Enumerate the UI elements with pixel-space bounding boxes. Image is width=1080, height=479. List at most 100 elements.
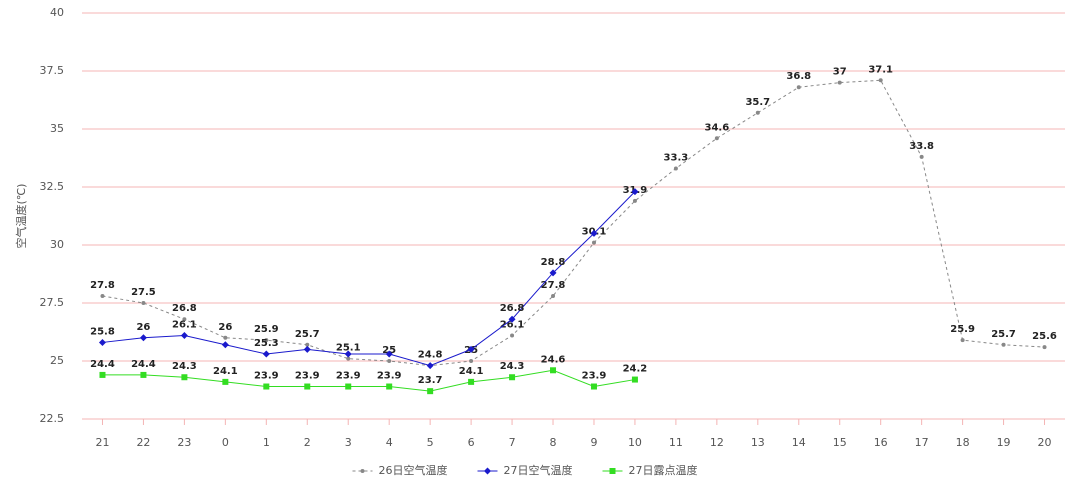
data-label: 28.8 <box>541 257 566 268</box>
data-label: 24.2 <box>623 364 648 375</box>
data-label: 37.1 <box>868 64 893 75</box>
point <box>426 362 434 370</box>
point <box>303 345 311 353</box>
point <box>714 136 719 141</box>
data-label: 24.3 <box>500 361 525 372</box>
point <box>221 341 229 349</box>
data-label: 24.1 <box>213 366 238 377</box>
point <box>427 388 434 395</box>
point <box>591 240 596 245</box>
point <box>180 331 188 339</box>
data-label: 25.7 <box>295 329 320 340</box>
data-label: 25.9 <box>254 324 279 335</box>
point <box>631 376 638 383</box>
y-tick-label: 35 <box>50 122 64 135</box>
data-label: 27.8 <box>90 280 115 291</box>
legend-marker <box>360 469 365 473</box>
data-label: 26.1 <box>500 319 525 330</box>
legend-label: 26日空气温度 <box>379 463 448 477</box>
data-label: 37 <box>833 67 847 78</box>
x-tick-label: 10 <box>628 436 642 449</box>
data-label: 27.8 <box>541 280 566 291</box>
data-label: 25.1 <box>336 343 361 354</box>
y-tick-label: 30 <box>50 238 64 251</box>
point <box>510 333 515 338</box>
point <box>304 383 311 390</box>
x-tick-label: 19 <box>997 436 1011 449</box>
point <box>263 383 270 390</box>
x-tick-label: 23 <box>177 436 191 449</box>
data-label: 23.9 <box>295 371 320 382</box>
y-tick-label: 25 <box>50 354 64 367</box>
data-label: 26 <box>218 322 232 333</box>
data-label: 24.4 <box>131 359 156 370</box>
x-tick-label: 15 <box>833 436 847 449</box>
y-tick-label: 22.5 <box>40 412 65 425</box>
y-tick-label: 37.5 <box>40 64 65 77</box>
data-label: 25 <box>382 345 396 356</box>
point <box>141 301 146 305</box>
x-tick-label: 6 <box>468 436 475 449</box>
x-tick-label: 16 <box>874 436 888 449</box>
data-label: 26.1 <box>172 319 197 330</box>
y-tick-label: 27.5 <box>40 296 65 309</box>
series-line <box>102 191 636 367</box>
data-label: 24.4 <box>90 359 115 370</box>
y-tick-label: 32.5 <box>40 180 65 193</box>
y-tick-label: 40 <box>50 6 64 19</box>
point <box>468 378 475 385</box>
data-label: 25.9 <box>950 324 975 335</box>
data-label: 23.9 <box>377 371 402 382</box>
data-label: 26 <box>136 322 150 333</box>
point <box>919 154 924 159</box>
point <box>98 338 106 346</box>
x-tick-label: 22 <box>136 436 150 449</box>
point <box>878 78 883 83</box>
data-label: 23.9 <box>582 371 607 382</box>
point <box>344 350 352 358</box>
x-tick-label: 13 <box>751 436 765 449</box>
point <box>469 359 474 363</box>
data-label: 23.9 <box>336 371 361 382</box>
point <box>100 294 105 299</box>
legend-marker <box>484 467 491 475</box>
point <box>590 229 598 237</box>
point <box>385 350 393 358</box>
point <box>222 378 229 385</box>
data-label: 24.8 <box>418 350 443 361</box>
series-line <box>102 79 1045 367</box>
data-label: 34.6 <box>705 122 730 133</box>
point <box>262 350 270 358</box>
point <box>632 198 637 203</box>
x-tick-label: 20 <box>1038 436 1052 449</box>
point <box>345 383 352 390</box>
data-label: 35.7 <box>745 97 770 108</box>
data-label: 26.8 <box>500 303 525 314</box>
legend-label: 27日空气温度 <box>504 463 573 477</box>
point <box>140 371 147 378</box>
point <box>631 188 639 196</box>
x-tick-label: 17 <box>915 436 929 449</box>
point <box>1001 342 1006 347</box>
point <box>509 374 516 381</box>
point <box>755 110 760 115</box>
data-label: 23.7 <box>418 375 443 386</box>
point <box>1042 345 1047 350</box>
x-tick-label: 2 <box>304 436 311 449</box>
x-tick-label: 7 <box>509 436 516 449</box>
data-label: 33.8 <box>909 141 934 152</box>
x-tick-label: 21 <box>95 436 109 449</box>
y-axis-label: 空气温度(℃) <box>14 184 28 249</box>
data-label: 33.3 <box>664 152 689 163</box>
data-label: 24.1 <box>459 366 484 377</box>
x-tick-label: 12 <box>710 436 724 449</box>
data-label: 25.6 <box>1032 331 1057 342</box>
x-tick-label: 11 <box>669 436 683 449</box>
data-label: 25.7 <box>991 329 1016 340</box>
x-tick-label: 14 <box>792 436 806 449</box>
point <box>99 371 106 378</box>
x-tick-label: 9 <box>590 436 597 449</box>
point <box>386 383 393 390</box>
x-tick-label: 0 <box>222 436 229 449</box>
